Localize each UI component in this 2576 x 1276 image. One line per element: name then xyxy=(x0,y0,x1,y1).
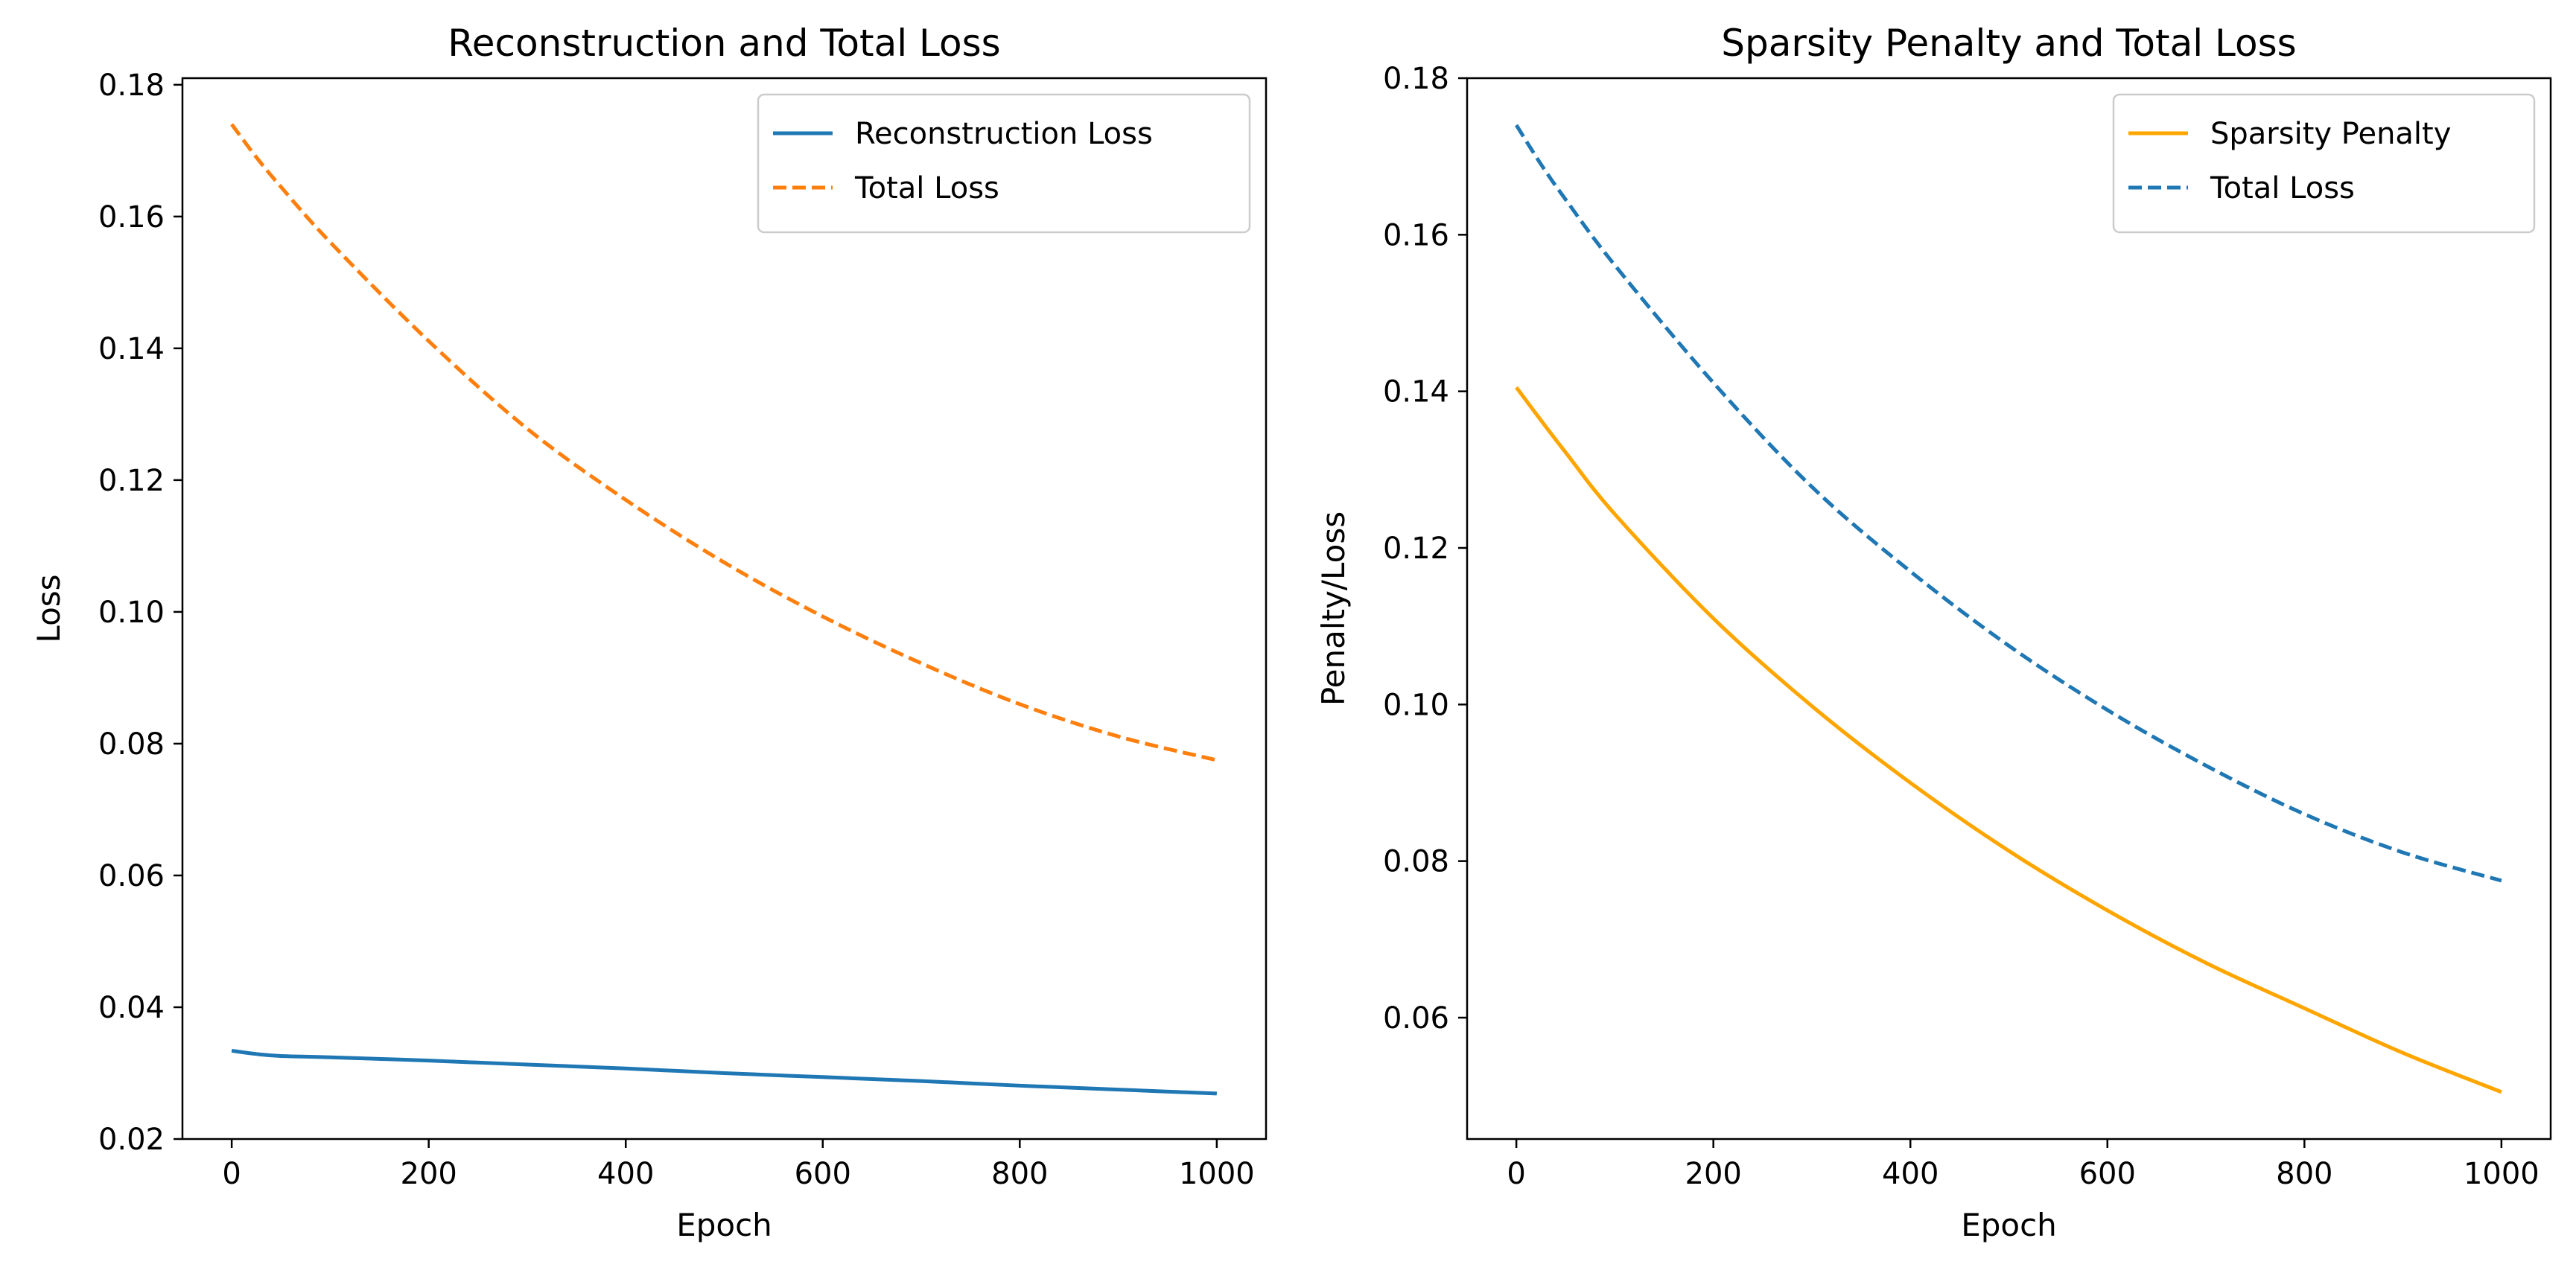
y-tick-label: 0.18 xyxy=(98,68,165,103)
y-axis-label: Loss xyxy=(31,574,67,642)
y-tick-label: 0.04 xyxy=(98,991,165,1025)
y-tick-label: 0.16 xyxy=(1383,218,1449,252)
legend-label: Total Loss xyxy=(854,171,999,205)
chart-title: Reconstruction and Total Loss xyxy=(448,22,1000,65)
legend-label: Reconstruction Loss xyxy=(855,117,1153,151)
series-line-sparsity-penalty xyxy=(1515,386,2502,1094)
y-tick-label: 0.08 xyxy=(1383,845,1449,879)
x-tick-label: 400 xyxy=(1882,1157,1939,1191)
y-tick-label: 0.18 xyxy=(1383,62,1449,96)
y-tick-label: 0.10 xyxy=(1383,688,1449,722)
x-tick-label: 1000 xyxy=(1179,1157,1255,1191)
x-tick-label: 800 xyxy=(991,1157,1048,1191)
chart-title: Sparsity Penalty and Total Loss xyxy=(1721,22,2296,65)
y-tick-label: 0.02 xyxy=(98,1123,165,1157)
x-tick-label: 800 xyxy=(2276,1157,2332,1191)
legend-box xyxy=(2112,93,2536,234)
x-tick-label: 200 xyxy=(1685,1157,1742,1191)
x-axis-label: Epoch xyxy=(1961,1207,2057,1243)
x-tick-label: 1000 xyxy=(2464,1157,2540,1191)
chart-sparsity-total-loss: 0 200 400 600 800 1000 0.06 0.08 0.10 0.12 0.14 0.1… xyxy=(1315,22,2552,1243)
legend: Sparsity Penalty Total Loss xyxy=(2112,93,2536,234)
y-tick-label: 0.08 xyxy=(98,727,165,762)
series-line-reconstruction-loss xyxy=(231,1048,1217,1096)
y-tick-label: 0.10 xyxy=(98,596,165,630)
y-tick-label: 0.12 xyxy=(98,464,165,498)
legend: Reconstruction Loss Total Loss xyxy=(757,93,1251,234)
series-line-total-loss xyxy=(230,123,1218,762)
x-tick-label: 600 xyxy=(2079,1157,2136,1191)
y-axis-label: Penalty/Loss xyxy=(1315,511,1352,706)
legend-label: Total Loss xyxy=(2210,171,2355,205)
y-tick-label: 0.14 xyxy=(1383,375,1449,409)
series-line-total-loss xyxy=(1515,124,2502,883)
y-tick-label: 0.16 xyxy=(98,200,165,235)
x-tick-label: 400 xyxy=(597,1157,654,1191)
x-tick-label: 0 xyxy=(222,1157,241,1191)
chart-reconstruction-total-loss: 0 200 400 600 800 1000 0.02 0.04 0.06 0.08 0.10 0.1… xyxy=(31,22,1268,1243)
x-axis-label: Epoch xyxy=(676,1207,772,1243)
x-tick-label: 0 xyxy=(1507,1157,1525,1191)
y-tick-label: 0.06 xyxy=(98,859,165,893)
y-tick-label: 0.14 xyxy=(98,332,165,366)
y-tick-label: 0.06 xyxy=(1383,1001,1449,1036)
y-tick-label: 0.12 xyxy=(1383,532,1449,566)
legend-label: Sparsity Penalty xyxy=(2210,117,2451,151)
x-tick-label: 200 xyxy=(401,1157,457,1191)
x-tick-label: 600 xyxy=(795,1157,851,1191)
plot-area-frame xyxy=(1466,77,2552,1141)
plot-area-frame xyxy=(181,77,1268,1141)
legend-box xyxy=(757,93,1251,234)
